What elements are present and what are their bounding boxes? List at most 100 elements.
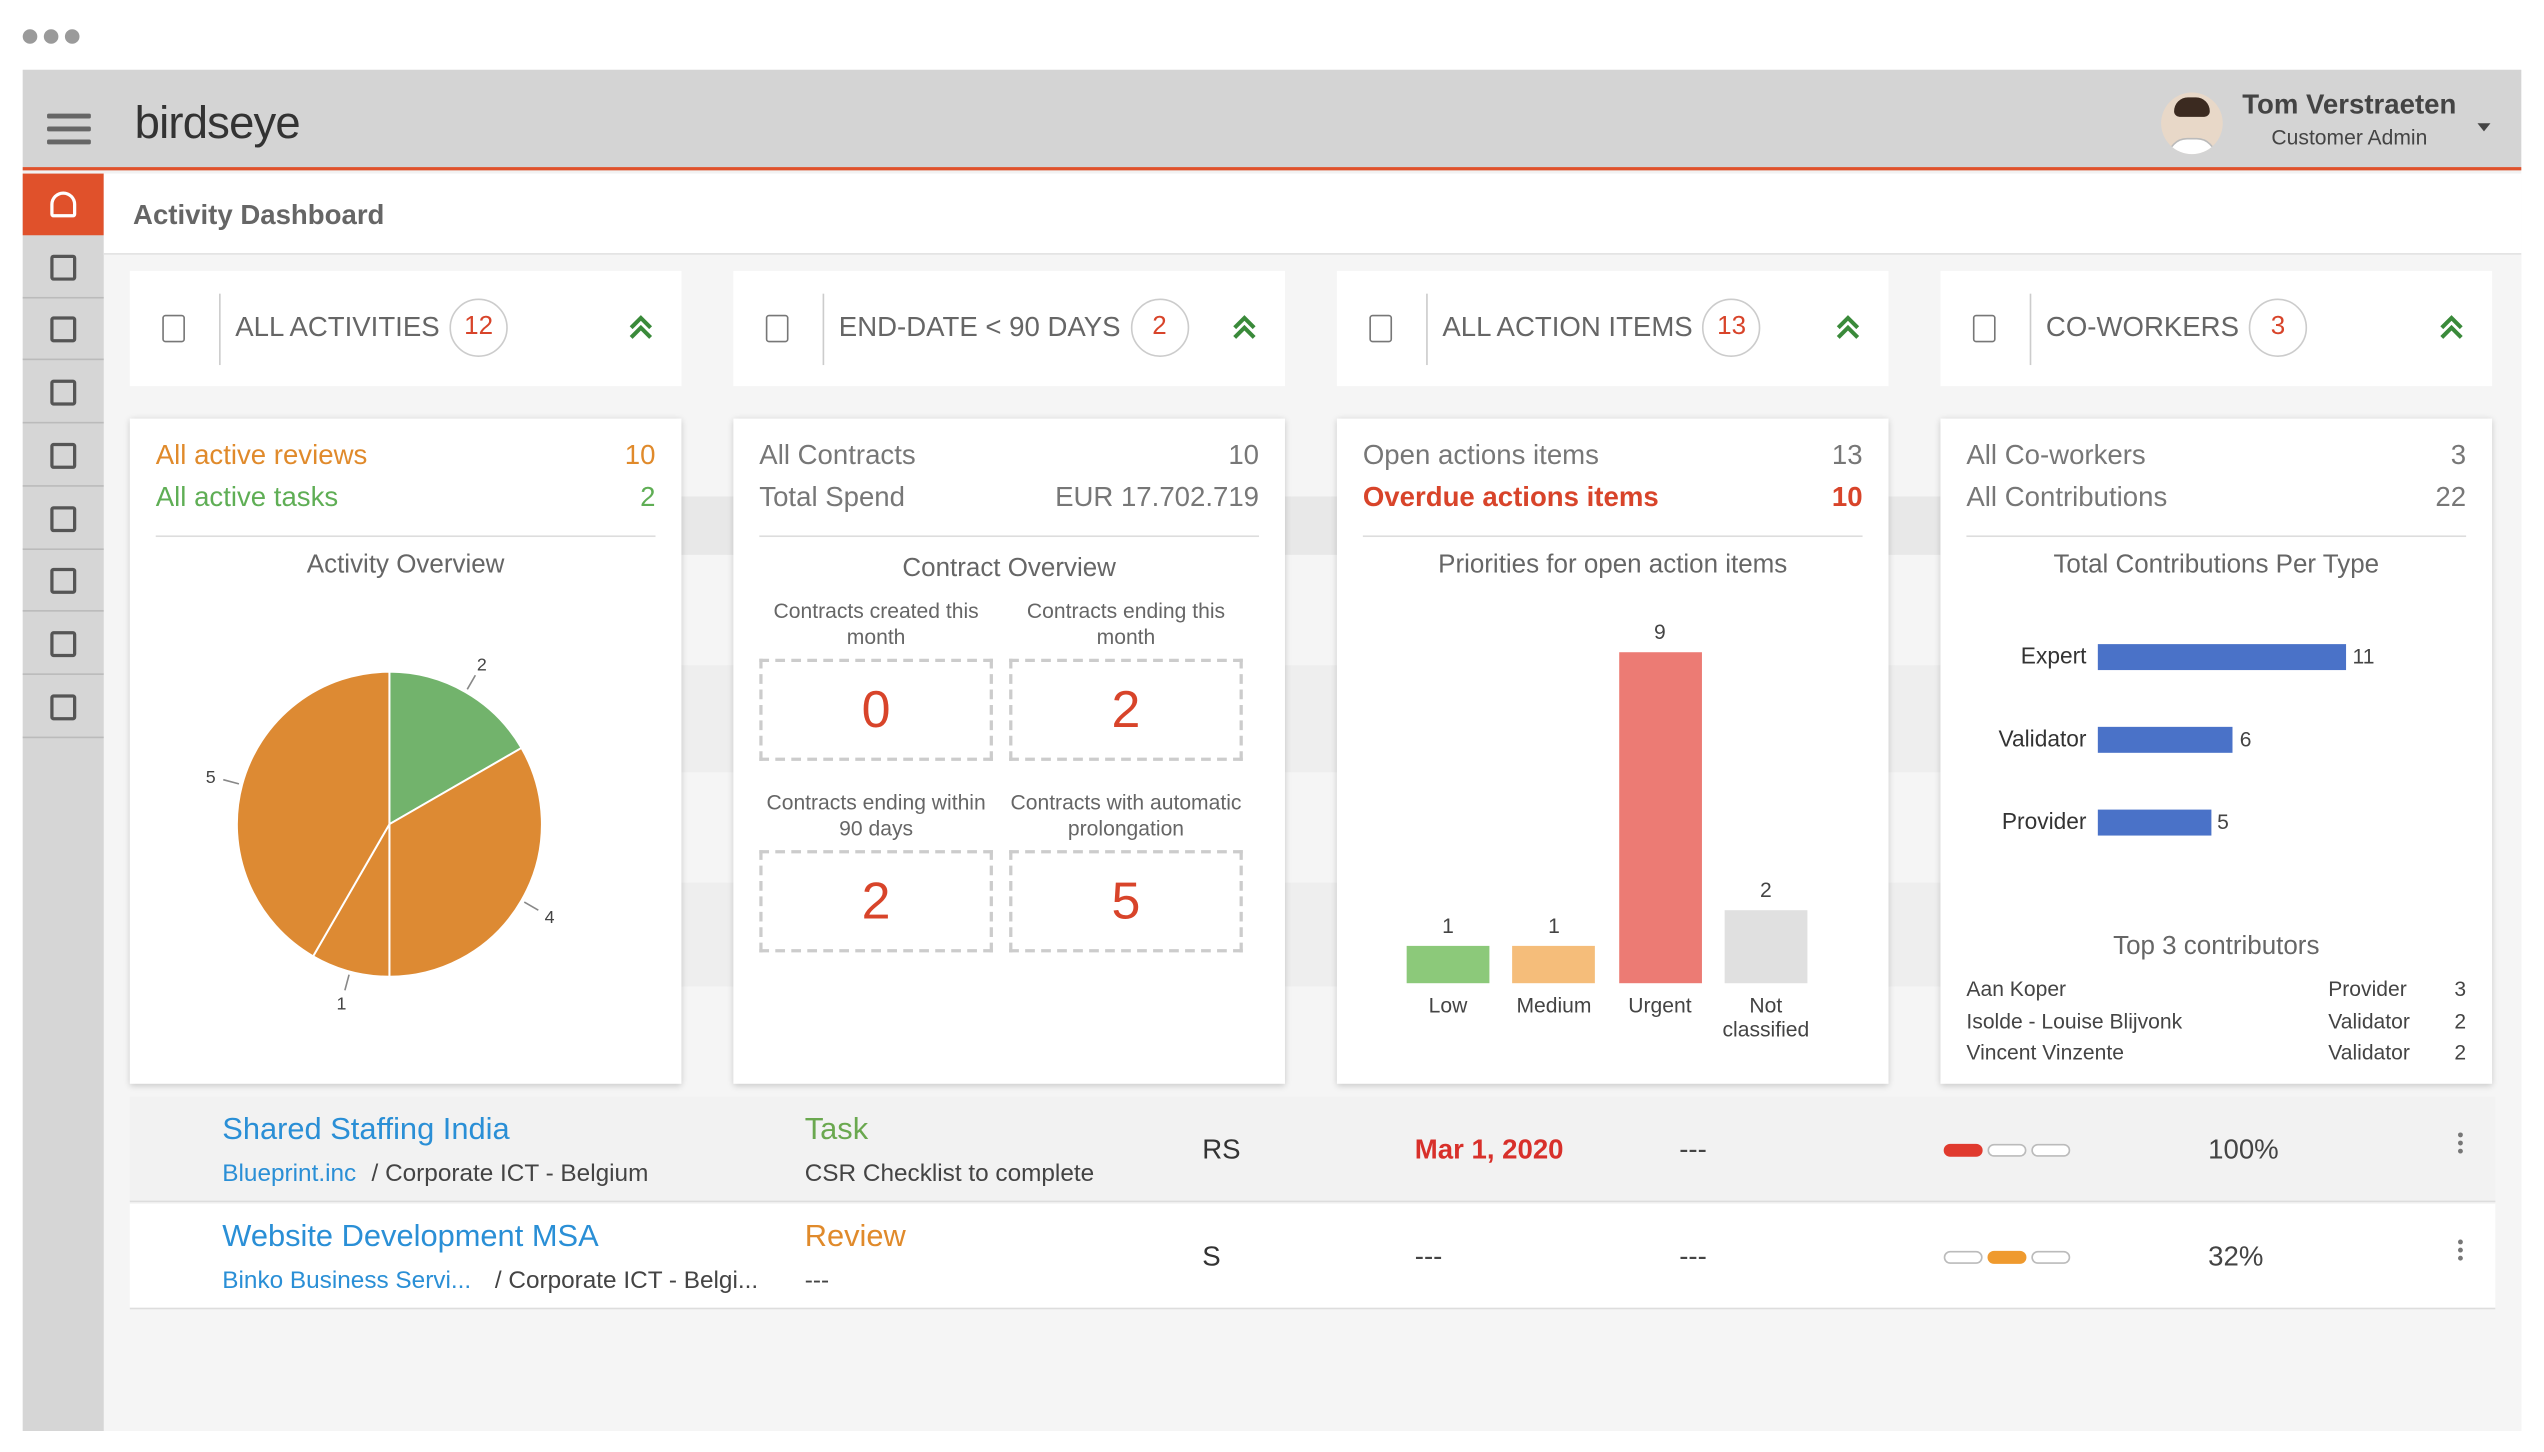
- contributor-role: Provider: [2328, 976, 2407, 1002]
- chart-title: Activity Overview: [306, 551, 505, 580]
- tile-box[interactable]: 2: [759, 850, 993, 953]
- table-row[interactable]: Website Development MSA Binko Business Se…: [129, 1203, 2496, 1310]
- sidebar-item[interactable]: [22, 173, 104, 236]
- bar-value-label: 1: [1548, 913, 1560, 939]
- hbar-category-label: Validator: [1998, 725, 2087, 752]
- chart-title: Total Contributions Per Type: [2053, 551, 2380, 580]
- contributor-name: Aan Koper: [1966, 976, 2067, 1002]
- panel-divider: [155, 535, 656, 538]
- row-path: / Corporate ICT - Belgium: [371, 1160, 649, 1188]
- card-title: CO-WORKERS: [2045, 311, 2239, 343]
- row-initials: S: [1202, 1241, 1221, 1273]
- status-pill: [1943, 1250, 1983, 1264]
- tile-box[interactable]: 5: [1009, 850, 1243, 953]
- tile-box[interactable]: 2: [1009, 658, 1243, 761]
- card-icon: [162, 314, 185, 343]
- menu-line: [47, 139, 91, 145]
- menu-dot: [2458, 1247, 2463, 1253]
- contributor-role: Validator: [2328, 1039, 2410, 1065]
- hbar-value-label: 5: [2217, 809, 2229, 834]
- top-bar: [22, 69, 2522, 171]
- card-count: 3: [2248, 298, 2308, 357]
- card-panel: All Co-workers 3 All Contributions 22 Total …: [1940, 418, 2493, 1084]
- sidebar-item[interactable]: [22, 425, 104, 487]
- card-icon: [765, 314, 789, 343]
- pie-label: 1: [337, 993, 347, 1013]
- sidebar: [22, 173, 104, 1432]
- collapse-chevron: [1836, 315, 1860, 339]
- user-menu-caret[interactable]: [2477, 123, 2491, 132]
- card-header[interactable]: END-DATE < 90 DAYS 2: [733, 270, 1285, 387]
- sidebar-item[interactable]: [22, 299, 104, 361]
- pie-leader: [223, 778, 240, 785]
- sidebar-icon: [50, 191, 77, 218]
- row-menu[interactable]: [2456, 1239, 2466, 1266]
- contributor-name: Isolde - Louise Blijvonk: [1966, 1008, 2183, 1033]
- row-company[interactable]: Blueprint.inc: [222, 1160, 357, 1188]
- window-dot: [43, 29, 59, 44]
- stat-value: 22: [2435, 481, 2467, 513]
- row-title[interactable]: Website Development MSA: [222, 1220, 599, 1255]
- menu-dot: [2458, 1148, 2463, 1154]
- user-role: Customer Admin: [2271, 124, 2428, 150]
- bar[interactable]: [1618, 652, 1702, 984]
- card-panel: Open actions items 13 Overdue actions item…: [1336, 418, 1889, 1084]
- card-header[interactable]: CO-WORKERS 3: [1940, 270, 2493, 387]
- card-divider: [2029, 293, 2032, 366]
- sidebar-item[interactable]: [22, 488, 104, 550]
- pie-label: 5: [206, 767, 216, 787]
- bar[interactable]: [1406, 946, 1490, 984]
- status-pill: [1987, 1250, 2027, 1264]
- sidebar-item[interactable]: [22, 613, 104, 675]
- stat-label: Total Spend: [759, 481, 905, 513]
- bar-category-label: Urgent: [1628, 992, 1692, 1018]
- page-title: Activity Dashboard: [133, 199, 385, 231]
- stat-label: All Co-workers: [1966, 439, 2146, 471]
- row-extra: ---: [1679, 1241, 1707, 1273]
- row-company[interactable]: Binko Business Servi...: [222, 1267, 472, 1295]
- stat-label: Open actions items: [1362, 439, 1599, 471]
- sidebar-icon: [50, 254, 77, 281]
- user-avatar[interactable]: [2161, 92, 2223, 155]
- card-title-row: ALL ACTION ITEMS 13: [1442, 298, 1761, 357]
- bar[interactable]: [1512, 946, 1596, 984]
- user-name[interactable]: Tom Verstraeten: [2242, 89, 2457, 121]
- row-title[interactable]: Shared Staffing India: [222, 1113, 510, 1148]
- logo: birdseye: [134, 97, 301, 148]
- menu-button[interactable]: [47, 113, 91, 146]
- sidebar-item[interactable]: [22, 676, 104, 738]
- stat-value: 13: [1831, 439, 1863, 471]
- row-menu[interactable]: [2456, 1132, 2466, 1158]
- hbar[interactable]: [2097, 726, 2234, 753]
- card-count: 2: [1130, 298, 1189, 357]
- collapse-chevron: [1233, 315, 1256, 339]
- status-pill: [2031, 1143, 2071, 1157]
- pie-leader: [523, 901, 539, 911]
- card-title-row: ALL ACTIVITIES 12: [235, 298, 508, 357]
- row-type: Review: [804, 1220, 906, 1255]
- card-icon: [1369, 314, 1393, 343]
- tile-box[interactable]: 0: [759, 658, 993, 761]
- stat-label: All active reviews: [155, 439, 368, 471]
- panel-divider: [759, 535, 1260, 538]
- hbar[interactable]: [2097, 644, 2347, 671]
- table-row[interactable]: Shared Staffing India Blueprint.inc / Corp…: [129, 1096, 2496, 1203]
- card-title: ALL ACTIVITIES: [235, 311, 440, 343]
- hbar[interactable]: [2097, 809, 2211, 836]
- window-dot: [22, 29, 38, 44]
- panel-divider: [1362, 535, 1863, 538]
- pie-leader: [344, 974, 350, 991]
- card-title: END-DATE < 90 DAYS: [838, 311, 1121, 343]
- collapse-chevron: [629, 315, 653, 339]
- sidebar-item[interactable]: [22, 236, 104, 299]
- row-path: / Corporate ICT - Belgi...: [494, 1267, 759, 1295]
- sidebar-item[interactable]: [22, 362, 104, 424]
- bar[interactable]: [1724, 909, 1808, 984]
- card-header[interactable]: ALL ACTIVITIES 12: [129, 270, 682, 387]
- pie-leader: [466, 674, 477, 690]
- status-pill: [2031, 1250, 2071, 1264]
- sidebar-item[interactable]: [22, 550, 104, 612]
- card-header[interactable]: ALL ACTION ITEMS 13: [1336, 270, 1889, 387]
- bar-value-label: 2: [1759, 877, 1772, 902]
- panel-divider: [1966, 535, 2467, 538]
